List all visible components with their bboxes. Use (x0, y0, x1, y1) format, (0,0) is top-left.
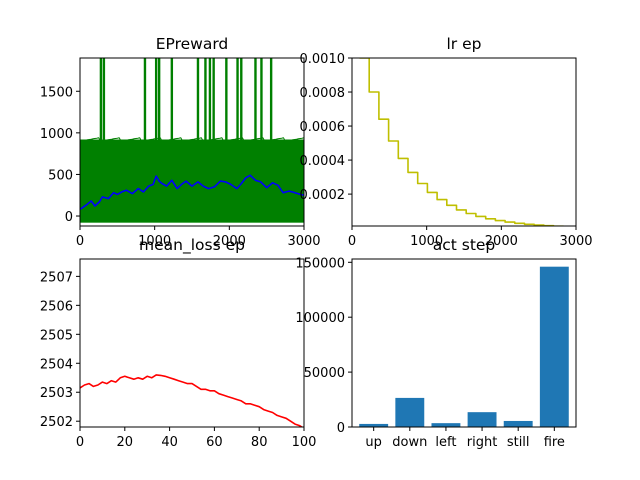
y-tick-label: 100000 (295, 311, 345, 326)
bar-still (503, 420, 533, 427)
y-tick-label: 2504 (40, 357, 73, 372)
bar-right (467, 412, 497, 427)
act-step-axes-frame (351, 258, 577, 428)
y-tick-label: 2505 (40, 328, 73, 343)
mean-loss-axes-frame (79, 258, 305, 428)
y-tick-label: 1500 (40, 85, 73, 100)
reward-series-edge (80, 137, 304, 142)
x-tick-label: 0 (76, 435, 84, 450)
mean-loss-line (80, 374, 304, 427)
x-tick-label: up (365, 435, 382, 450)
reward-moving-average-line (80, 174, 304, 211)
y-tick-label: 2506 (40, 299, 73, 314)
x-tick-label: 1000 (410, 234, 443, 249)
x-tick-label: 60 (206, 435, 223, 450)
y-tick-label: 0.0006 (300, 120, 346, 135)
chart-title: lr ep (447, 35, 482, 53)
x-tick-label: 2000 (485, 234, 518, 249)
learning-rate-step-line (359, 58, 574, 226)
x-tick-label: 3000 (287, 234, 320, 249)
x-tick-label: 0 (348, 234, 356, 249)
x-tick-label: 100 (292, 435, 317, 450)
y-tick-label: 0.0010 (300, 52, 346, 67)
bar-fire (539, 266, 569, 427)
x-tick-label: fire (544, 435, 565, 450)
bar-left (431, 423, 461, 427)
x-tick-label: left (435, 435, 456, 450)
y-tick-label: 2502 (40, 415, 73, 430)
bar-up (359, 423, 389, 427)
y-tick-label: 50000 (304, 366, 345, 381)
x-tick-label: 80 (251, 435, 268, 450)
y-tick-label: 0 (337, 421, 345, 436)
chart-title: EPreward (156, 35, 229, 53)
epreward-axes-frame (79, 57, 305, 227)
x-tick-label: 20 (117, 435, 134, 450)
x-tick-label: 2000 (213, 234, 246, 249)
reward-series-band (80, 139, 304, 223)
x-tick-label: down (392, 435, 427, 450)
lr-axes-frame (351, 57, 577, 227)
y-tick-label: 0.0002 (300, 188, 346, 203)
y-tick-label: 500 (48, 168, 73, 183)
y-tick-label: 0.0004 (300, 154, 346, 169)
bar-down (395, 397, 425, 427)
chart-title: mean_loss ep (139, 236, 245, 255)
x-tick-label: 3000 (559, 234, 592, 249)
x-tick-label: 1000 (138, 234, 171, 249)
y-tick-label: 2503 (40, 386, 73, 401)
y-tick-label: 150000 (295, 256, 345, 271)
chart-title: act step (433, 236, 496, 254)
y-tick-label: 2507 (40, 270, 73, 285)
x-tick-label: still (507, 435, 530, 450)
y-tick-label: 0 (65, 210, 73, 225)
x-tick-label: 0 (76, 234, 84, 249)
y-tick-label: 0.0008 (300, 86, 346, 101)
x-tick-label: right (467, 435, 498, 450)
y-tick-label: 1000 (40, 127, 73, 142)
x-tick-label: 40 (161, 435, 178, 450)
